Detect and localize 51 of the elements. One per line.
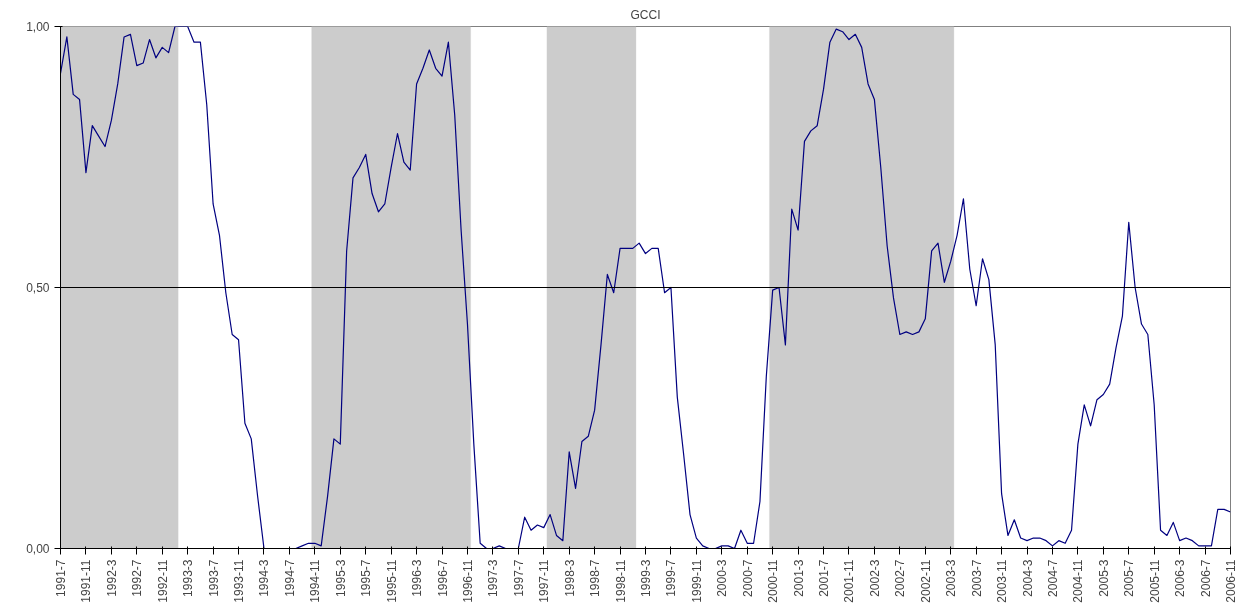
x-tick-label: 2000-11 bbox=[766, 559, 781, 603]
x-tick-label: 1998-11 bbox=[613, 559, 628, 603]
x-tick-label: 1995-11 bbox=[384, 559, 399, 603]
x-tick-label: 2000-3 bbox=[715, 559, 730, 597]
chart-title: GCCI bbox=[630, 7, 661, 22]
x-tick-label: 1997-3 bbox=[486, 559, 501, 597]
x-tick-label: 1992-11 bbox=[155, 559, 170, 603]
y-tick-label: 0,50 bbox=[26, 281, 50, 295]
x-tick-label: 1993-7 bbox=[206, 559, 221, 597]
x-tick-label: 2005-3 bbox=[1096, 559, 1111, 597]
x-tick-label: 1994-7 bbox=[282, 559, 297, 597]
x-tick-label: 2004-11 bbox=[1071, 559, 1086, 603]
x-tick-label: 2001-11 bbox=[842, 559, 857, 603]
x-tick-label: 1995-7 bbox=[359, 559, 374, 597]
x-tick-label: 1997-7 bbox=[511, 559, 526, 597]
x-tick-label: 1991-11 bbox=[79, 559, 94, 603]
x-tick-label: 1994-11 bbox=[308, 559, 323, 603]
x-tick-label: 1992-7 bbox=[130, 559, 145, 597]
x-tick-label: 2002-7 bbox=[893, 559, 908, 597]
x-tick-label: 1993-11 bbox=[232, 559, 247, 603]
x-tick-label: 1999-7 bbox=[664, 559, 679, 597]
x-tick-label: 2002-11 bbox=[918, 559, 933, 603]
x-tick-label: 2001-7 bbox=[817, 559, 832, 597]
x-tick-label: 2003-3 bbox=[944, 559, 959, 597]
x-tick-label: 2003-11 bbox=[995, 559, 1010, 603]
x-tick-label: 2006-3 bbox=[1173, 559, 1188, 597]
x-tick-label: 1992-3 bbox=[104, 559, 119, 597]
x-tick-label: 2006-11 bbox=[1224, 559, 1238, 603]
x-tick-label: 2000-7 bbox=[740, 559, 755, 597]
x-tick-label: 1997-11 bbox=[537, 559, 552, 603]
x-tick-label: 1999-11 bbox=[689, 559, 704, 603]
x-tick-label: 2005-11 bbox=[1147, 559, 1162, 603]
x-tick-label: 1998-7 bbox=[588, 559, 603, 597]
x-tick-label: 2002-3 bbox=[867, 559, 882, 597]
x-tick-label: 1996-3 bbox=[410, 559, 425, 597]
x-tick-label: 1996-7 bbox=[435, 559, 450, 597]
x-tick-label: 2001-3 bbox=[791, 559, 806, 597]
x-tick-label: 1993-3 bbox=[181, 559, 196, 597]
x-tick-label: 1995-3 bbox=[333, 559, 348, 597]
x-tick-label: 2003-7 bbox=[969, 559, 984, 597]
x-tick-label: 2004-3 bbox=[1020, 559, 1035, 597]
x-tick-label: 2006-7 bbox=[1198, 559, 1213, 597]
x-tick-label: 1998-3 bbox=[562, 559, 577, 597]
x-tick-label: 1994-3 bbox=[257, 559, 272, 597]
y-tick-label: 1,00 bbox=[26, 20, 50, 34]
x-tick-label: 1996-11 bbox=[460, 559, 475, 603]
x-tick-label: 1991-7 bbox=[54, 559, 68, 597]
x-tick-label: 2004-7 bbox=[1045, 559, 1060, 597]
x-tick-label: 2005-7 bbox=[1122, 559, 1137, 597]
y-tick-label: 0,00 bbox=[26, 542, 50, 556]
x-tick-label: 1999-3 bbox=[639, 559, 653, 597]
